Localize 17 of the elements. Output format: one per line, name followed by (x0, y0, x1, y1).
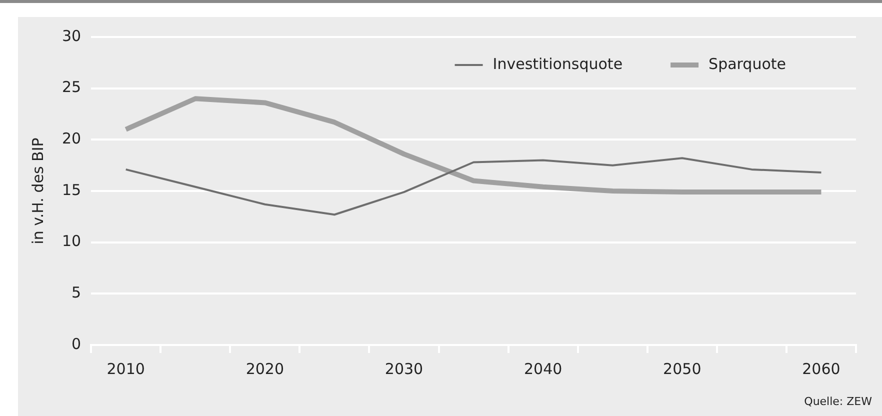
y-tick-label: 5 (72, 284, 82, 302)
y-tick-label: 25 (62, 78, 82, 96)
x-tick-label: 2010 (106, 360, 145, 378)
legend-label: Investitionsquote (492, 54, 623, 73)
x-tick-label: 2020 (246, 360, 284, 378)
y-tick-label: 10 (62, 232, 82, 250)
x-tick-label: 2040 (524, 360, 562, 378)
y-axis-title: in v.H. des BIP (28, 138, 47, 244)
legend-label: Sparquote (708, 54, 786, 73)
x-tick-label: 2030 (384, 360, 424, 378)
x-tick-label: 2060 (802, 360, 840, 378)
y-tick-label: 30 (62, 26, 82, 45)
y-tick-label: 0 (72, 334, 82, 353)
y-tick-label: 20 (62, 130, 82, 148)
source-note: Quelle: ZEW (804, 395, 872, 408)
y-tick-label: 15 (62, 180, 82, 199)
x-tick-label: 2050 (663, 360, 702, 378)
